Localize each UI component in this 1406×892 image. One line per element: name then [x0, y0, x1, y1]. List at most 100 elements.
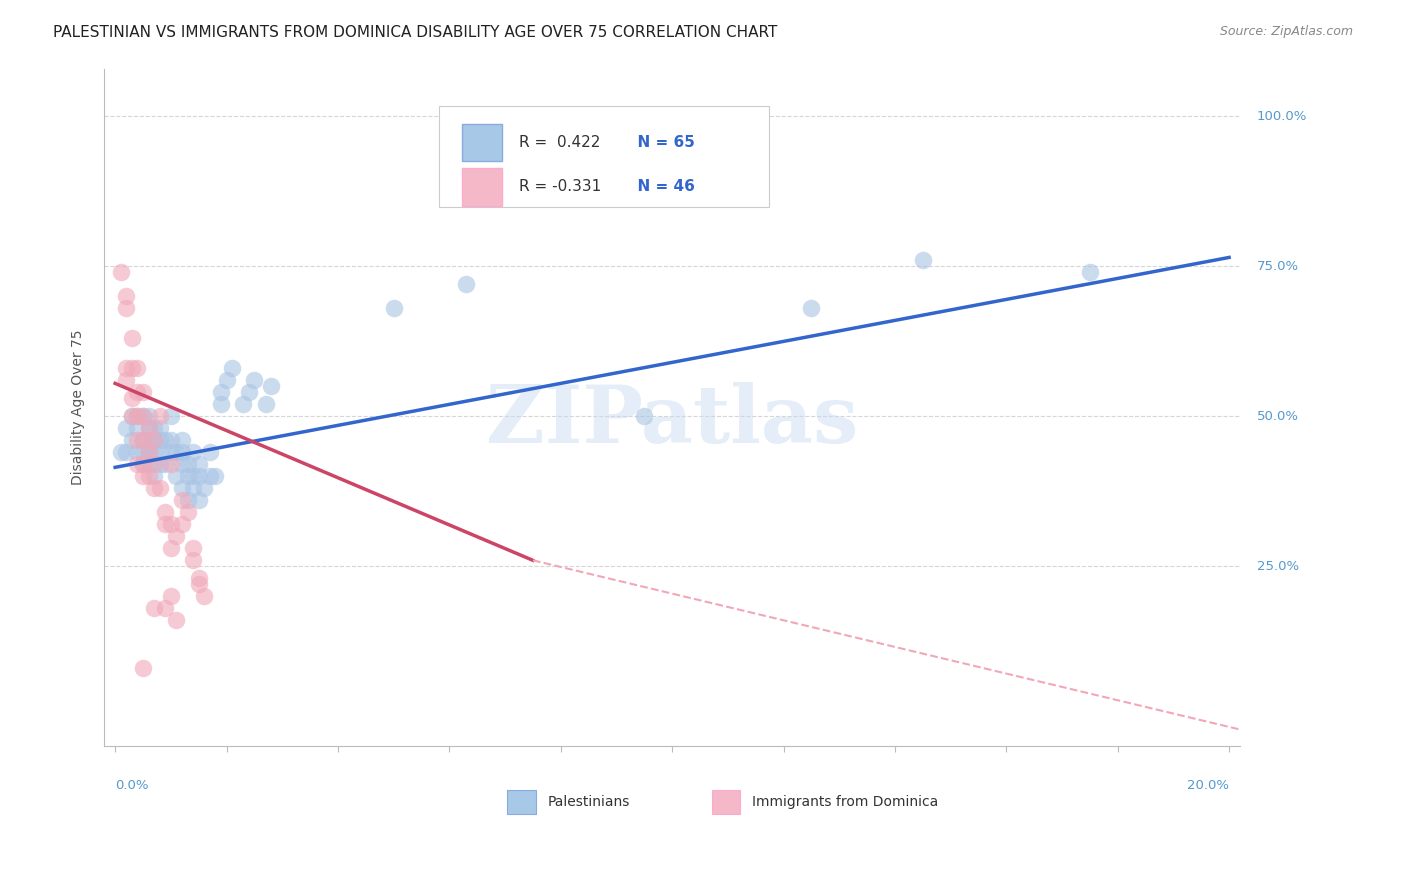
- Point: [187, 469, 209, 483]
- Point: [165, 469, 187, 483]
- Point: [209, 385, 232, 400]
- Point: [187, 458, 209, 472]
- Point: [149, 434, 172, 448]
- Point: [181, 553, 204, 567]
- Point: [193, 589, 215, 603]
- Point: [221, 361, 243, 376]
- Point: [465, 181, 488, 195]
- Point: [132, 434, 155, 448]
- Point: [138, 409, 160, 424]
- FancyBboxPatch shape: [463, 169, 502, 206]
- Point: [121, 434, 143, 448]
- Text: 100.0%: 100.0%: [1257, 110, 1308, 123]
- Text: Palestinians: Palestinians: [547, 795, 630, 809]
- Point: [138, 421, 160, 435]
- Point: [187, 493, 209, 508]
- Point: [181, 445, 204, 459]
- Point: [132, 458, 155, 472]
- Point: [132, 661, 155, 675]
- Point: [143, 481, 166, 495]
- Text: 50.0%: 50.0%: [1257, 409, 1299, 423]
- FancyBboxPatch shape: [508, 790, 536, 814]
- Point: [121, 331, 143, 345]
- Point: [115, 445, 138, 459]
- Point: [149, 458, 172, 472]
- Point: [155, 434, 177, 448]
- Point: [155, 458, 177, 472]
- Point: [149, 445, 172, 459]
- Point: [159, 458, 181, 472]
- Point: [170, 481, 193, 495]
- Point: [127, 385, 149, 400]
- Point: [115, 289, 138, 303]
- Point: [143, 458, 166, 472]
- Text: R =  0.422: R = 0.422: [519, 135, 600, 150]
- FancyBboxPatch shape: [711, 790, 741, 814]
- Point: [127, 361, 149, 376]
- Point: [138, 434, 160, 448]
- Point: [110, 445, 132, 459]
- Point: [159, 445, 181, 459]
- Point: [159, 517, 181, 532]
- Point: [170, 493, 193, 508]
- Text: R = -0.331: R = -0.331: [519, 179, 600, 194]
- Point: [127, 445, 149, 459]
- Point: [143, 434, 166, 448]
- Point: [170, 517, 193, 532]
- Point: [138, 458, 160, 472]
- Text: Immigrants from Dominica: Immigrants from Dominica: [752, 795, 938, 809]
- Point: [143, 601, 166, 615]
- Text: Source: ZipAtlas.com: Source: ZipAtlas.com: [1219, 25, 1353, 38]
- Text: 75.0%: 75.0%: [1257, 260, 1299, 273]
- Point: [155, 505, 177, 519]
- Point: [149, 481, 172, 495]
- Point: [176, 505, 198, 519]
- Point: [176, 493, 198, 508]
- Point: [176, 458, 198, 472]
- Point: [138, 469, 160, 483]
- Text: N = 46: N = 46: [627, 179, 695, 194]
- Point: [121, 392, 143, 406]
- Point: [155, 517, 177, 532]
- Point: [176, 469, 198, 483]
- Point: [127, 409, 149, 424]
- Point: [159, 541, 181, 556]
- Point: [138, 421, 160, 435]
- Point: [149, 421, 172, 435]
- Point: [115, 301, 138, 316]
- Point: [382, 301, 405, 316]
- Point: [132, 445, 155, 459]
- Point: [165, 529, 187, 543]
- Point: [127, 421, 149, 435]
- Point: [800, 301, 823, 316]
- Text: PALESTINIAN VS IMMIGRANTS FROM DOMINICA DISABILITY AGE OVER 75 CORRELATION CHART: PALESTINIAN VS IMMIGRANTS FROM DOMINICA …: [53, 25, 778, 40]
- Text: ZIPatlas: ZIPatlas: [486, 382, 858, 460]
- Point: [911, 253, 934, 268]
- Point: [149, 409, 172, 424]
- Point: [132, 434, 155, 448]
- Point: [187, 577, 209, 591]
- Point: [165, 613, 187, 627]
- Point: [181, 481, 204, 495]
- Point: [143, 445, 166, 459]
- Text: 20.0%: 20.0%: [1187, 780, 1229, 792]
- Point: [215, 373, 238, 387]
- Text: N = 65: N = 65: [627, 135, 695, 150]
- Point: [138, 445, 160, 459]
- Point: [138, 445, 160, 459]
- Point: [115, 361, 138, 376]
- Point: [127, 409, 149, 424]
- Point: [132, 409, 155, 424]
- Point: [193, 481, 215, 495]
- Point: [238, 385, 260, 400]
- Point: [181, 541, 204, 556]
- Point: [170, 434, 193, 448]
- Point: [170, 458, 193, 472]
- Point: [121, 409, 143, 424]
- Point: [159, 589, 181, 603]
- Point: [209, 397, 232, 411]
- Point: [165, 445, 187, 459]
- Point: [254, 397, 277, 411]
- Point: [198, 445, 221, 459]
- Point: [143, 469, 166, 483]
